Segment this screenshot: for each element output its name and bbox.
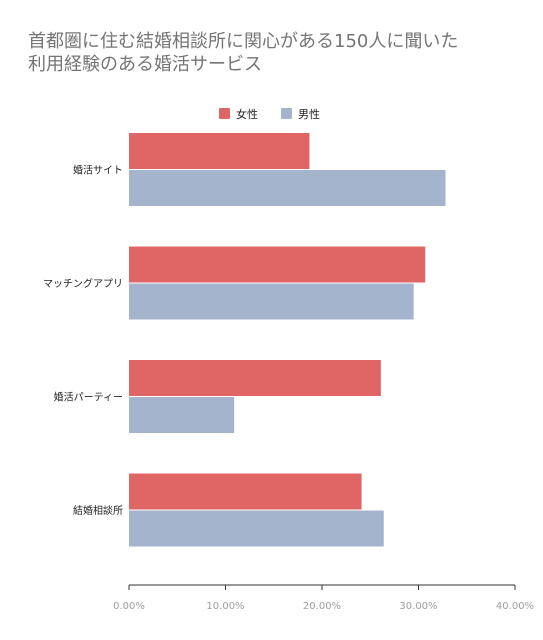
legend-label-0: 女性 (236, 107, 258, 121)
x-tick-label-1: 10.00% (206, 601, 244, 612)
x-tick-label-0: 0.00% (113, 601, 145, 612)
category-label-1: マッチングアプリ (43, 277, 123, 290)
chart-title: 首都圏に住む結婚相談所に関心がある150人に聞いた 利用経験のある婚活サービス (28, 30, 528, 76)
x-axis: 0.00% 10.00% 20.00% 30.00% 40.00% (113, 584, 534, 612)
x-tick-label-4: 40.00% (496, 601, 534, 612)
legend-swatch-1 (281, 108, 292, 119)
bar-3-1 (129, 510, 384, 547)
chart-legend: 女性 男性 (219, 107, 320, 121)
bar-1-0 (129, 246, 426, 283)
category-label-0: 婚活サイト (73, 164, 123, 177)
legend-swatch-0 (219, 108, 230, 119)
chart-title-line-2: 利用経験のある婚活サービス (28, 54, 262, 75)
bar-2-0 (129, 360, 381, 396)
category-label-2: 婚活パーティー (54, 391, 123, 404)
legend-label-1: 男性 (298, 107, 320, 121)
x-tick-label-2: 20.00% (303, 601, 341, 612)
bar-1-1 (129, 283, 414, 320)
chart-title-line-1: 首都圏に住む結婚相談所に関心がある150人に聞いた (28, 31, 459, 52)
bar-3-0 (129, 473, 362, 510)
category-label-3: 結婚相談所 (73, 504, 123, 517)
chart-bars (129, 133, 446, 547)
x-tick-label-3: 30.00% (399, 601, 437, 612)
bar-0-0 (129, 133, 310, 169)
bar-2-1 (129, 397, 235, 433)
bar-0-1 (129, 170, 446, 206)
